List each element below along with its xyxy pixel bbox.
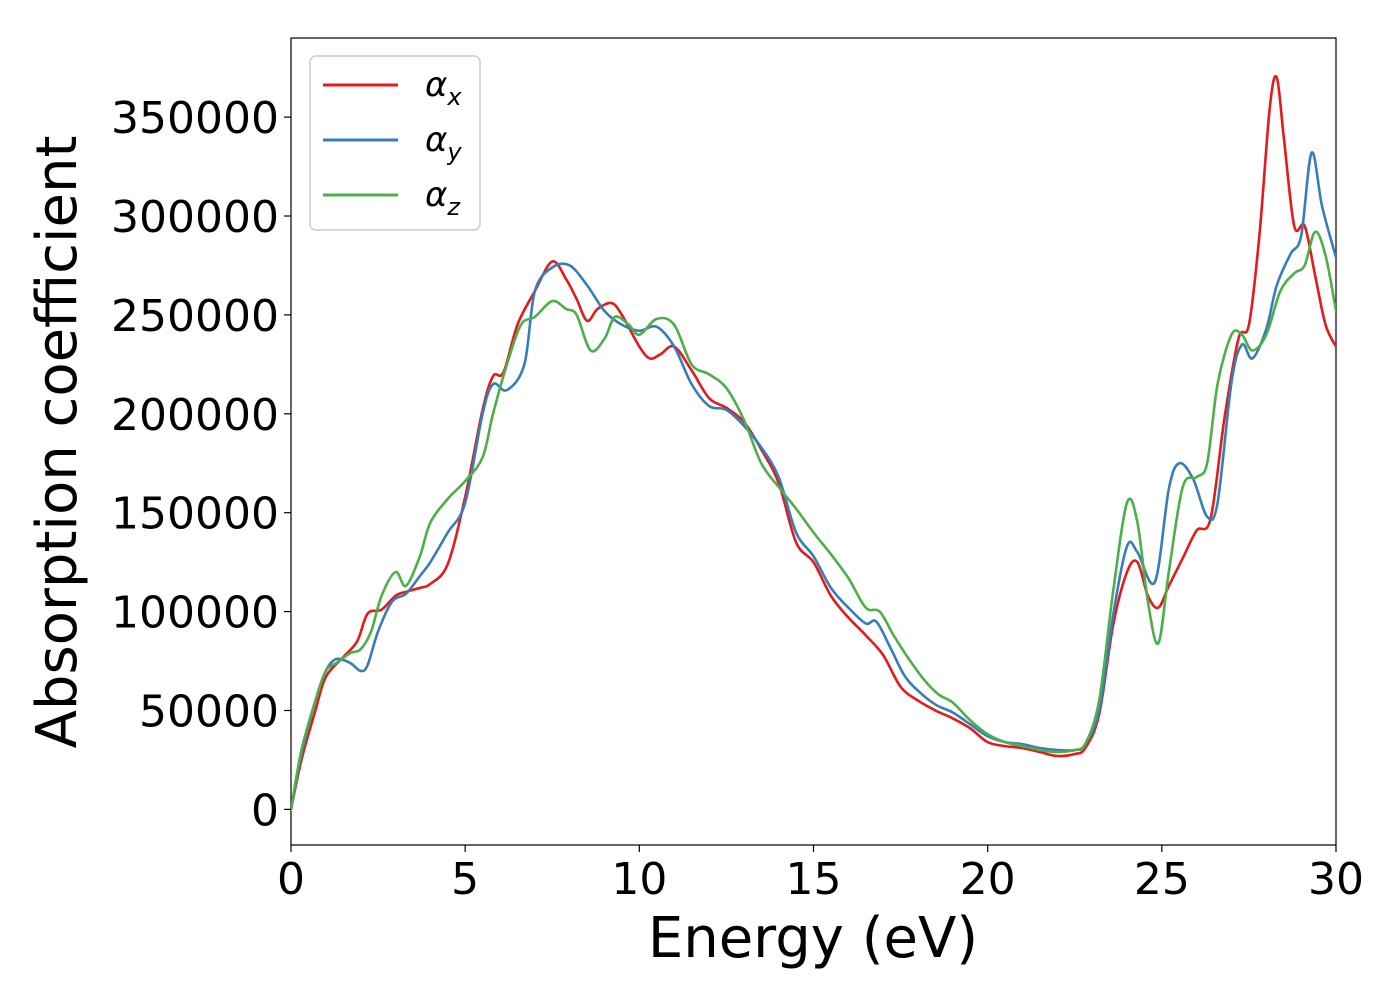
x-tick-label: 20	[960, 854, 1016, 905]
legend-label-symbol: α	[425, 175, 447, 215]
y-tick-label: 100000	[111, 588, 279, 639]
legend-box	[309, 55, 481, 231]
y-tick-label: 350000	[111, 93, 279, 144]
x-tick-label: 15	[786, 854, 842, 905]
y-tick-label: 0	[251, 785, 279, 836]
x-axis-label: Energy (eV)	[648, 906, 978, 971]
legend-label-symbol: α	[425, 65, 447, 105]
series-line-alpha-z	[291, 230, 1336, 811]
x-tick-label: 5	[451, 854, 479, 905]
legend-label-subscript: x	[446, 83, 462, 111]
y-axis-label: Absorption coefficient	[25, 136, 90, 749]
series-layer	[291, 75, 1336, 811]
y-axis: 0 50000 100000 150000 200000 250000 300000 3500…	[111, 93, 291, 836]
legend-label-alpha-x: αx	[425, 65, 462, 111]
y-tick-label: 200000	[111, 390, 279, 441]
legend-label-subscript: y	[446, 138, 462, 166]
x-tick-label: 25	[1134, 854, 1190, 905]
series-line-alpha-y	[291, 151, 1336, 811]
y-tick-label: 250000	[111, 291, 279, 342]
x-axis: 0 5 10 15 20 25 30	[277, 845, 1364, 905]
x-tick-label: 10	[611, 854, 667, 905]
x-tick-label: 0	[277, 854, 305, 905]
x-tick-label: 30	[1308, 854, 1364, 905]
legend-label-subscript: z	[446, 193, 461, 221]
y-tick-label: 150000	[111, 489, 279, 540]
legend-label-alpha-z: αz	[425, 175, 461, 221]
legend-label-symbol: α	[425, 120, 447, 160]
y-tick-label: 300000	[111, 192, 279, 243]
legend-label-alpha-y: αy	[425, 120, 462, 166]
y-tick-label: 50000	[139, 687, 279, 738]
